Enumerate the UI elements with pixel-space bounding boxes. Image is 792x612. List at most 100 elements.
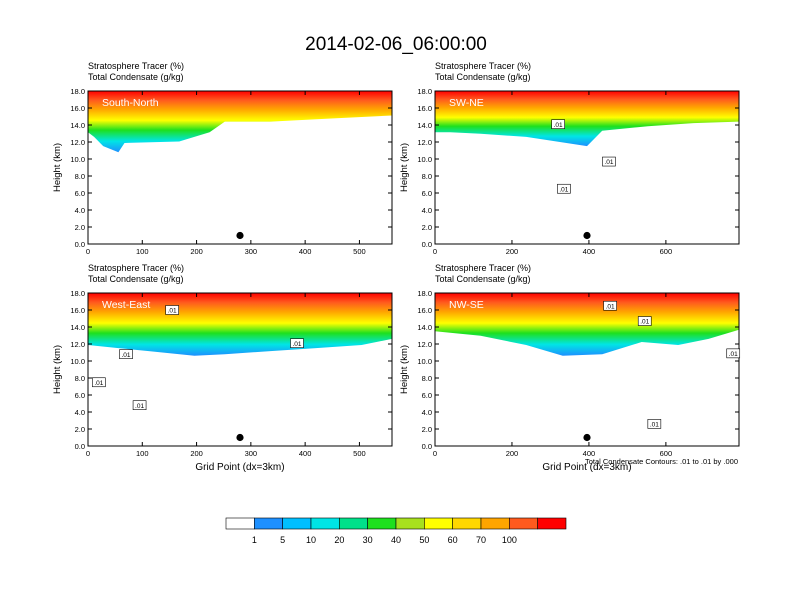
colorbar-label: 60 [448,535,458,545]
contour-label: .01 [606,303,615,310]
y-tick-label: 6.0 [75,391,85,400]
contour-label: .01 [729,351,738,358]
contour-label: .01 [135,403,144,410]
colorbar-swatch [424,517,453,530]
x-axis-label: Grid Point (dx=3km) [195,462,284,473]
y-tick-label: 6.0 [422,391,432,400]
plot-frame [87,292,393,447]
contour-label: .01 [554,122,563,129]
y-tick-label: 14.0 [70,121,85,130]
contour-label-box [92,377,106,388]
y-tick-label: 18.0 [417,87,432,96]
contour-label-box [119,349,133,360]
colorbar-label: 40 [391,535,401,545]
contour-label-box [726,348,741,359]
x-tick-label: 0 [86,449,90,458]
y-tick-label: 4.0 [422,206,432,215]
colorbar-swatch [339,517,368,530]
panel-3: Stratosphere Tracer (%)Total Condensate … [399,263,741,473]
x-tick-label: 400 [299,247,312,256]
y-tick-label: 16.0 [70,104,85,113]
contour-label: .01 [650,422,659,429]
y-axis-label: Height (km) [52,345,63,394]
y-axis-label: Height (km) [399,143,410,192]
x-tick-label: 200 [506,247,519,256]
y-tick-label: 8.0 [75,374,85,383]
panel-title-line1: Stratosphere Tracer (%) [88,61,184,71]
x-tick-label: 300 [245,449,258,458]
y-tick-label: 14.0 [417,323,432,332]
x-tick-label: 400 [583,247,596,256]
y-tick-label: 12.0 [417,138,432,147]
y-tick-label: 2.0 [75,223,85,232]
y-tick-label: 16.0 [70,306,85,315]
contour-label: .01 [559,186,568,193]
y-tick-label: 10.0 [417,155,432,164]
y-axis-label: Height (km) [399,345,410,394]
contour-label: .01 [121,352,130,359]
colorbar-swatch [282,517,312,530]
panel-1: Stratosphere Tracer (%)Total Condensate … [399,61,740,256]
y-tick-label: 18.0 [417,289,432,298]
contour-note: Total Condensate Contours: .01 to .01 by… [585,457,738,466]
y-axis-label: Height (km) [52,143,63,192]
colorbar-swatch [367,517,397,530]
contour-label: .01 [604,159,613,166]
colorbar-label: 100 [502,535,517,545]
colorbar-swatch [225,517,255,530]
y-tick-label: 14.0 [70,323,85,332]
contour-label-box [132,400,147,411]
contour-label-box [290,338,304,348]
tracer-field [88,293,392,356]
y-tick-label: 10.0 [70,155,85,164]
colorbar-swatch [254,517,283,530]
panels: Stratosphere Tracer (%) Total Condensate … [52,61,741,473]
panel-title-line2: Total Condensate (g/kg) [435,274,531,284]
colorbar-swatch [452,517,482,530]
contour-label-box [165,305,179,315]
contour-label: .01 [94,380,103,387]
y-tick-label: 4.0 [75,206,85,215]
y-tick-label: 16.0 [417,306,432,315]
y-tick-label: 8.0 [422,172,432,181]
colorbar-label: 1 [252,535,257,545]
contour-label: .01 [168,308,177,315]
location-marker [583,433,591,442]
panel-label: NW-SE [449,299,484,311]
y-tick-label: 4.0 [75,408,85,417]
panel-title-line1: Stratosphere Tracer (%) [88,263,184,273]
y-tick-label: 12.0 [70,340,85,349]
x-tick-label: 100 [136,449,149,458]
x-tick-label: 500 [353,449,366,458]
x-tick-label: 600 [660,449,673,458]
x-tick-label: 400 [583,449,596,458]
y-tick-label: 2.0 [422,223,432,232]
location-marker [583,231,591,240]
contour-label: .01 [292,341,301,348]
contour-label: .01 [640,319,649,326]
plot-frame [434,90,740,245]
y-tick-label: 12.0 [417,340,432,349]
contour-label-box [557,183,571,194]
x-tick-label: 0 [433,247,437,256]
x-tick-label: 200 [190,449,203,458]
tracer-field [435,91,739,147]
x-tick-label: 600 [660,247,673,256]
y-tick-label: 8.0 [75,172,85,181]
x-tick-label: 200 [190,247,203,256]
colorbar-label: 50 [419,535,429,545]
panel-label: SW-NE [449,97,484,109]
plot-frame [87,90,393,245]
y-tick-label: 14.0 [417,121,432,130]
y-tick-label: 10.0 [70,357,85,366]
y-tick-label: 0.0 [75,240,85,249]
x-axis-label: Grid Point (dx=3km) [542,462,631,473]
location-marker [236,231,244,240]
x-tick-label: 100 [136,247,149,256]
location-marker [236,433,244,442]
y-tick-label: 8.0 [422,374,432,383]
panel-2: Stratosphere Tracer (%)Total Condensate … [52,263,393,473]
panel-label: West-East [102,299,150,311]
y-tick-label: 16.0 [417,104,432,113]
